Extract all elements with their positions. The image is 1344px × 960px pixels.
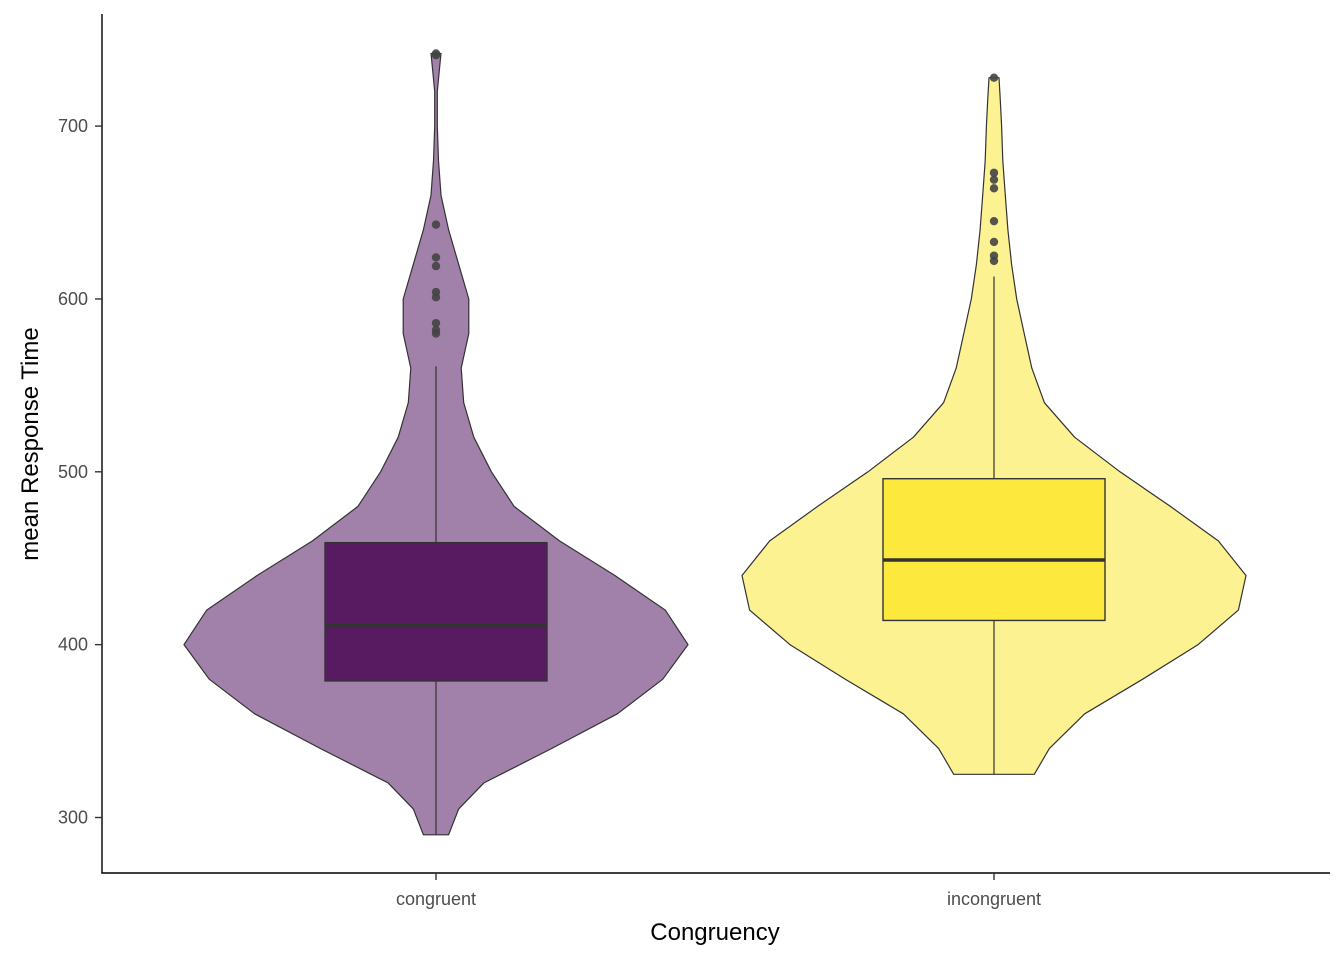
outlier-point — [989, 237, 999, 247]
outlier-point — [431, 220, 441, 229]
y-tick-label: 700 — [58, 116, 88, 136]
outlier-point — [431, 49, 441, 58]
outlier-point — [431, 318, 441, 328]
plot-area — [183, 49, 1247, 836]
outlier-point — [431, 325, 441, 335]
y-axis-ticks: 300 400 500 600 700 — [58, 116, 102, 828]
outlier-point — [989, 184, 999, 193]
box-incongruent — [882, 478, 1106, 622]
outlier-point — [989, 73, 999, 82]
box-congruent — [324, 541, 548, 682]
outlier-point — [431, 261, 441, 271]
outlier-point — [989, 216, 999, 226]
x-tick-label-incongruent: incongruent — [947, 889, 1041, 909]
outlier-point — [989, 168, 999, 177]
y-tick-label: 400 — [58, 635, 88, 655]
x-axis-ticks: congruent incongruent — [396, 873, 1041, 909]
outlier-point — [431, 253, 441, 262]
y-tick-label: 600 — [58, 289, 88, 309]
outlier-point — [431, 287, 441, 297]
violin-group-congruent — [183, 49, 689, 836]
x-tick-label-congruent: congruent — [396, 889, 476, 909]
y-axis-title: mean Response Time — [17, 327, 44, 560]
outlier-point — [989, 175, 999, 184]
x-axis-title: Congruency — [650, 919, 779, 946]
violin-group-incongruent — [741, 73, 1247, 775]
outlier-point — [989, 251, 999, 260]
y-tick-label: 300 — [58, 808, 88, 828]
y-tick-label: 500 — [58, 462, 88, 482]
